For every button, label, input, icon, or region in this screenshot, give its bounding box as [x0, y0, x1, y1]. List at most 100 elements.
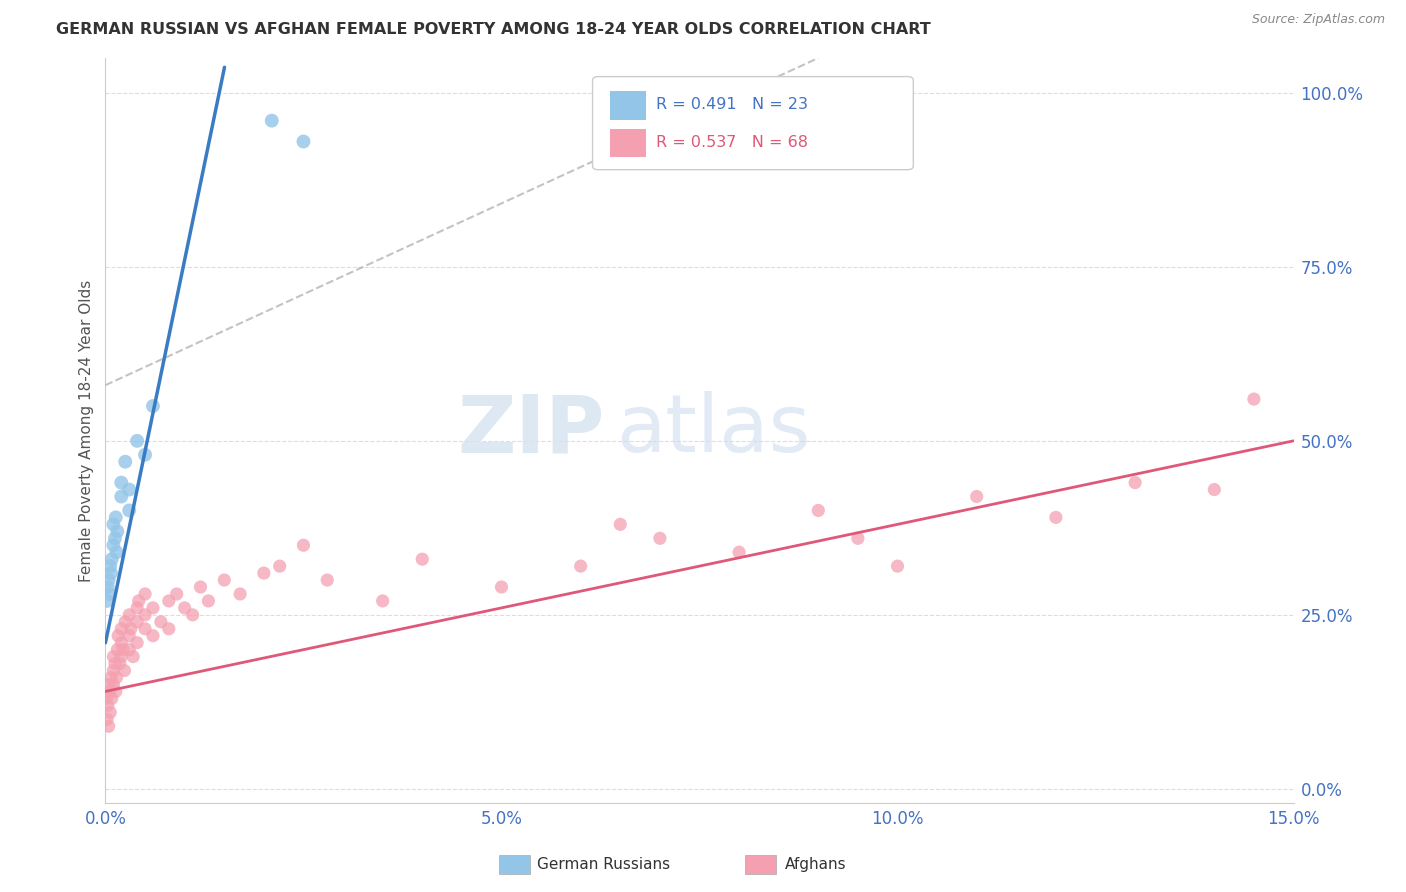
Point — [118, 607, 141, 622]
Point — [190, 580, 212, 594]
Point — [173, 600, 195, 615]
Point — [104, 531, 127, 545]
Point — [101, 552, 124, 566]
Point — [316, 573, 339, 587]
Point — [114, 664, 136, 678]
Point — [110, 475, 132, 490]
Point — [807, 503, 830, 517]
Point — [142, 399, 165, 413]
Point — [118, 503, 141, 517]
Point — [96, 712, 118, 726]
Text: R = 0.537   N = 68: R = 0.537 N = 68 — [655, 135, 807, 150]
Point — [105, 642, 128, 657]
Point — [411, 552, 433, 566]
Point — [292, 135, 315, 149]
Point — [142, 600, 165, 615]
Point — [101, 691, 124, 706]
Point — [104, 657, 127, 671]
Point — [157, 622, 180, 636]
Point — [181, 607, 204, 622]
Point — [253, 566, 276, 580]
Point — [111, 642, 134, 657]
Point — [98, 587, 121, 601]
Point — [127, 636, 149, 650]
Point — [127, 600, 149, 615]
Point — [97, 677, 120, 691]
Point — [105, 545, 128, 559]
Point — [98, 684, 121, 698]
Point — [127, 615, 149, 629]
Point — [134, 607, 156, 622]
Bar — [610, 92, 645, 120]
Text: GERMAN RUSSIAN VS AFGHAN FEMALE POVERTY AMONG 18-24 YEAR OLDS CORRELATION CHART: GERMAN RUSSIAN VS AFGHAN FEMALE POVERTY … — [56, 22, 931, 37]
Point — [157, 594, 180, 608]
Point — [1243, 392, 1265, 406]
Point — [110, 649, 132, 664]
Point — [118, 642, 141, 657]
Point — [846, 531, 869, 545]
Point — [104, 684, 127, 698]
Point — [108, 657, 131, 671]
Point — [103, 664, 125, 678]
Point — [96, 691, 118, 706]
Point — [269, 559, 291, 574]
Point — [110, 636, 132, 650]
Point — [97, 573, 120, 587]
Point — [127, 434, 149, 448]
Text: R = 0.491   N = 23: R = 0.491 N = 23 — [655, 97, 807, 112]
Point — [260, 113, 283, 128]
Point — [118, 629, 141, 643]
Point — [103, 677, 125, 691]
Point — [728, 545, 751, 559]
Point — [142, 629, 165, 643]
Point — [98, 559, 121, 574]
Point — [648, 531, 671, 545]
Point — [1204, 483, 1226, 497]
Point — [166, 587, 188, 601]
Y-axis label: Female Poverty Among 18-24 Year Olds: Female Poverty Among 18-24 Year Olds — [79, 279, 94, 582]
Point — [107, 629, 129, 643]
Point — [98, 706, 121, 720]
Point — [491, 580, 513, 594]
Point — [97, 580, 120, 594]
Point — [103, 538, 125, 552]
Point — [1123, 475, 1146, 490]
Point — [103, 517, 125, 532]
Point — [105, 524, 128, 539]
Point — [371, 594, 394, 608]
Text: German Russians: German Russians — [537, 857, 671, 871]
Point — [609, 517, 631, 532]
Point — [103, 649, 125, 664]
Text: Source: ZipAtlas.com: Source: ZipAtlas.com — [1251, 13, 1385, 27]
Point — [128, 594, 150, 608]
Point — [114, 455, 136, 469]
Point — [966, 490, 988, 504]
FancyBboxPatch shape — [592, 77, 914, 169]
Point — [110, 490, 132, 504]
Point — [134, 448, 156, 462]
Point — [292, 538, 315, 552]
Point — [110, 622, 132, 636]
Point — [96, 594, 118, 608]
Point — [120, 622, 142, 636]
Point — [100, 566, 122, 580]
Point — [118, 483, 141, 497]
Text: atlas: atlas — [616, 392, 811, 469]
Text: ZIP: ZIP — [457, 392, 605, 469]
Point — [134, 622, 156, 636]
Point — [197, 594, 219, 608]
Point — [1045, 510, 1067, 524]
Point — [105, 671, 128, 685]
Point — [97, 698, 120, 713]
Point — [100, 671, 122, 685]
Point — [134, 587, 156, 601]
Point — [114, 615, 136, 629]
Point — [97, 719, 120, 733]
Point — [886, 559, 908, 574]
Point — [104, 510, 127, 524]
Point — [569, 559, 592, 574]
Point — [214, 573, 236, 587]
Text: Afghans: Afghans — [785, 857, 846, 871]
Bar — [610, 128, 645, 157]
Point — [149, 615, 172, 629]
